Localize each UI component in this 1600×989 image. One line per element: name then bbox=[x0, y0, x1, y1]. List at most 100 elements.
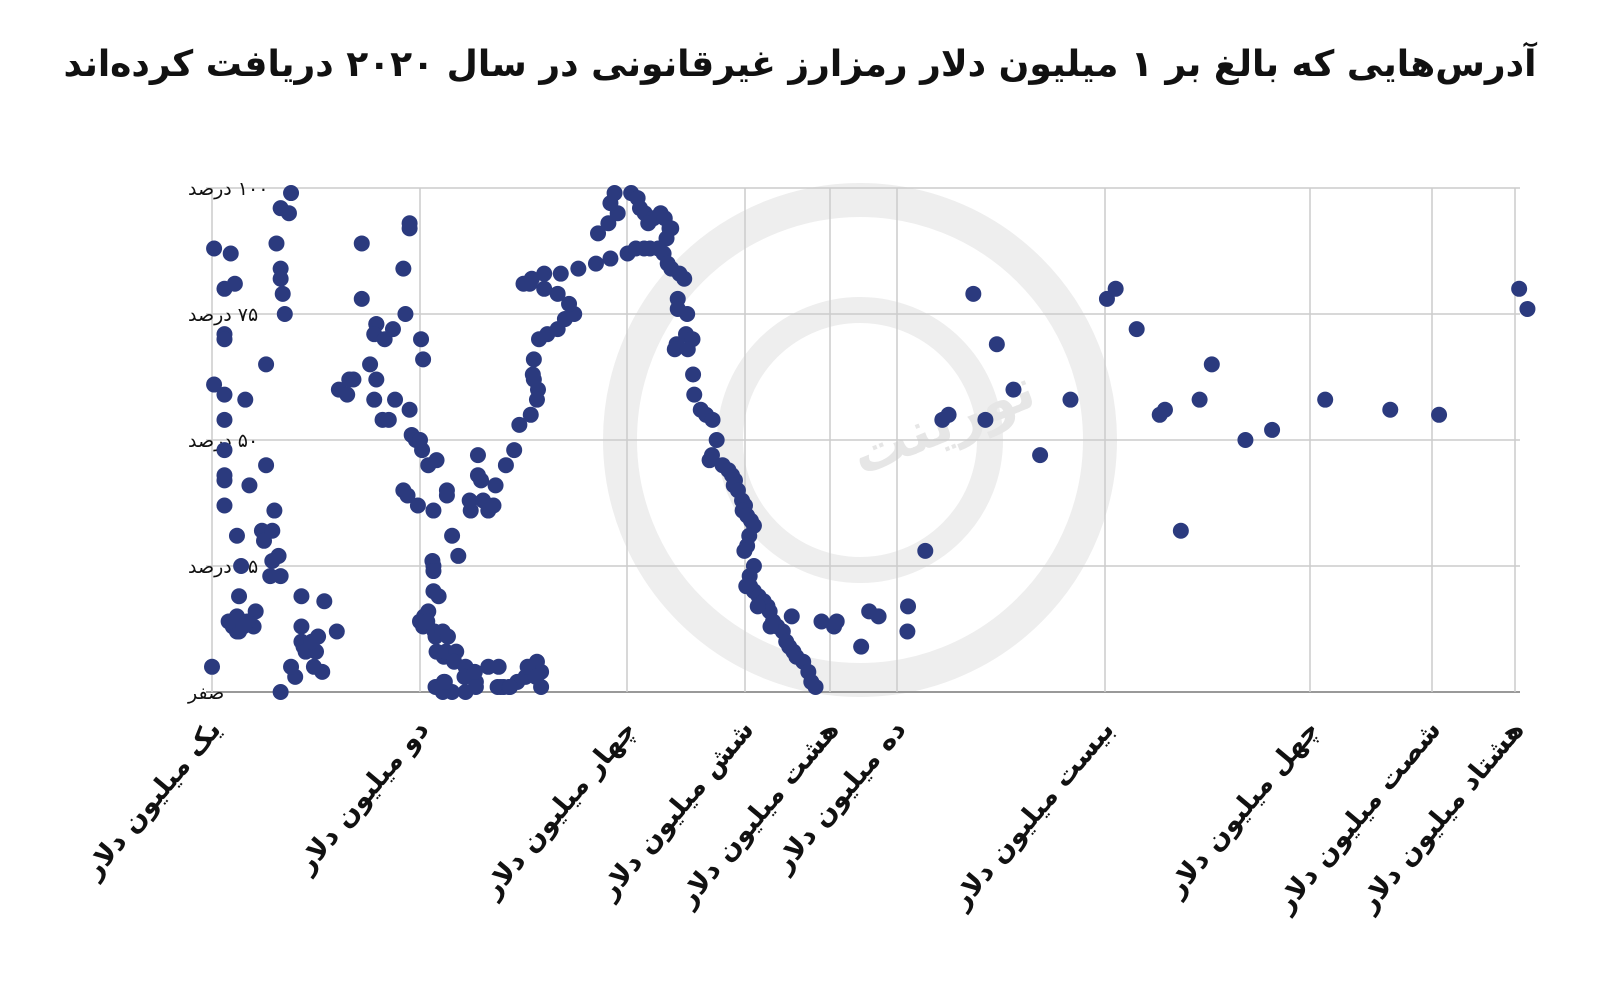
data-point bbox=[1519, 300, 1536, 317]
data-point bbox=[216, 497, 233, 514]
data-point bbox=[235, 618, 252, 635]
data-point bbox=[387, 391, 404, 408]
data-point bbox=[231, 588, 248, 605]
x-axis-ticks: یک میلیون دلار دو میلیون دلار چهار میلیون … bbox=[76, 715, 1530, 920]
data-point bbox=[561, 295, 578, 312]
data-point bbox=[268, 235, 285, 252]
data-point bbox=[749, 598, 766, 615]
data-point bbox=[602, 250, 619, 267]
data-point bbox=[272, 200, 289, 217]
data-point bbox=[1156, 401, 1173, 418]
data-point bbox=[502, 678, 519, 695]
data-point bbox=[685, 366, 702, 383]
data-point bbox=[272, 684, 289, 700]
data-point bbox=[328, 623, 345, 640]
data-point bbox=[339, 386, 356, 403]
data-point bbox=[917, 542, 934, 559]
data-point bbox=[1203, 356, 1220, 373]
data-point bbox=[506, 442, 523, 459]
data-point bbox=[606, 185, 623, 202]
data-point bbox=[409, 497, 426, 514]
data-point bbox=[233, 558, 250, 574]
data-point bbox=[783, 608, 800, 625]
data-point bbox=[549, 285, 566, 302]
data-point bbox=[522, 406, 539, 423]
data-point bbox=[807, 678, 824, 695]
data-point bbox=[206, 240, 223, 257]
data-point bbox=[552, 265, 569, 282]
data-point bbox=[444, 527, 461, 544]
data-point bbox=[438, 487, 455, 504]
data-point bbox=[1107, 280, 1124, 297]
data-point bbox=[466, 663, 483, 680]
data-point bbox=[536, 265, 553, 282]
x-tick-label: هشتاد میلیون دلار bbox=[1352, 715, 1531, 920]
data-point bbox=[1431, 406, 1448, 423]
data-point bbox=[1062, 391, 1079, 408]
data-point bbox=[469, 467, 486, 484]
y-tick-label: صفر bbox=[187, 682, 224, 704]
data-point bbox=[676, 270, 693, 287]
data-point bbox=[686, 386, 703, 403]
data-point bbox=[965, 285, 982, 302]
data-point bbox=[216, 467, 233, 484]
data-point bbox=[272, 568, 289, 585]
data-point bbox=[228, 527, 245, 544]
data-point bbox=[341, 371, 358, 388]
data-point bbox=[264, 522, 281, 539]
data-point bbox=[283, 185, 300, 202]
data-point bbox=[469, 447, 486, 464]
data-point bbox=[237, 391, 254, 408]
data-point bbox=[216, 386, 233, 403]
y-tick-label: ۱۰۰ درصد bbox=[188, 178, 268, 200]
y-tick-label: ۵۰ درصد bbox=[188, 430, 258, 452]
data-point bbox=[570, 260, 587, 277]
data-point bbox=[457, 684, 474, 700]
data-point bbox=[528, 391, 545, 408]
data-point bbox=[316, 593, 333, 610]
data-point bbox=[413, 331, 430, 348]
data-point bbox=[266, 502, 283, 519]
data-point bbox=[870, 608, 887, 625]
data-point bbox=[222, 245, 239, 262]
data-point bbox=[272, 270, 289, 287]
data-point bbox=[679, 341, 696, 358]
data-point bbox=[828, 613, 845, 630]
data-point bbox=[1172, 522, 1189, 539]
data-point bbox=[401, 401, 418, 418]
data-point bbox=[590, 225, 607, 242]
data-point bbox=[366, 391, 383, 408]
chart-title: آدرس‌هایی که بالغ بر ۱ میلیون دلار رمزار… bbox=[63, 44, 1537, 85]
data-point bbox=[1511, 280, 1528, 297]
data-point bbox=[206, 376, 223, 393]
data-point bbox=[1264, 421, 1281, 438]
data-point bbox=[525, 351, 542, 368]
data-point bbox=[305, 658, 322, 675]
data-point bbox=[293, 618, 310, 635]
data-point bbox=[293, 588, 310, 605]
data-point bbox=[736, 542, 753, 559]
data-point bbox=[353, 235, 370, 252]
data-point bbox=[497, 457, 514, 474]
data-point bbox=[640, 215, 657, 232]
data-point bbox=[524, 366, 541, 383]
data-point bbox=[813, 613, 830, 630]
data-point bbox=[276, 306, 293, 322]
data-point bbox=[362, 356, 379, 373]
data-point bbox=[430, 588, 447, 605]
data-point bbox=[216, 331, 233, 348]
data-point bbox=[485, 497, 502, 514]
data-points bbox=[204, 185, 1536, 700]
data-point bbox=[461, 492, 478, 509]
data-point bbox=[258, 457, 275, 474]
data-point bbox=[264, 552, 281, 569]
data-point bbox=[412, 432, 428, 448]
data-point bbox=[853, 638, 870, 655]
data-point bbox=[708, 432, 725, 448]
data-point bbox=[1237, 432, 1254, 448]
data-point bbox=[536, 280, 553, 297]
data-point bbox=[762, 618, 779, 635]
data-point bbox=[258, 356, 275, 373]
data-point bbox=[899, 623, 916, 640]
